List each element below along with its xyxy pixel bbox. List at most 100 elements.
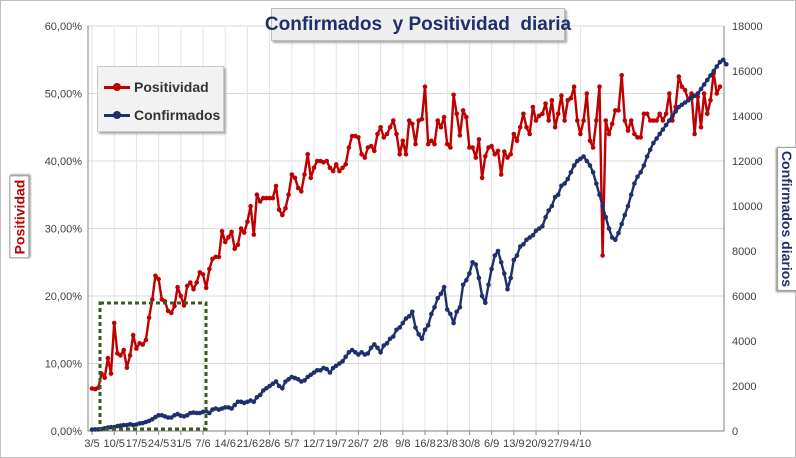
data-point-positividad xyxy=(264,195,269,201)
data-point-positividad xyxy=(410,121,415,127)
data-point-confirmados xyxy=(489,266,494,272)
x-tick-label: 31/5 xyxy=(170,438,191,450)
data-point-confirmados xyxy=(616,230,621,236)
data-point-confirmados xyxy=(514,253,520,258)
data-point-positividad xyxy=(111,320,117,326)
data-point-positividad xyxy=(394,131,399,137)
data-point-confirmados xyxy=(530,233,536,238)
data-point-confirmados xyxy=(663,122,669,128)
x-tick-label: 21/6 xyxy=(237,438,258,450)
y-axis-right-title: Confirmados diarios xyxy=(777,146,796,292)
data-point-positividad xyxy=(644,111,650,117)
x-tick-label: 27/9 xyxy=(548,438,569,450)
data-point-confirmados xyxy=(451,320,456,326)
data-point-positividad xyxy=(150,297,155,302)
data-point-confirmados xyxy=(584,158,590,164)
data-point-positividad xyxy=(422,84,428,89)
data-point-positividad xyxy=(546,118,551,123)
data-point-positividad xyxy=(413,141,418,147)
data-point-positividad xyxy=(184,283,190,289)
y-left-tick-label: 40,00% xyxy=(45,156,83,168)
data-point-confirmados xyxy=(495,248,501,254)
data-point-confirmados xyxy=(308,372,314,378)
data-point-positividad xyxy=(280,212,285,218)
x-tick-label: 20/9 xyxy=(525,438,546,450)
data-point-positividad xyxy=(213,254,218,260)
y-right-tick-label: 0 xyxy=(732,426,738,438)
data-point-positividad xyxy=(597,84,602,89)
data-point-positividad xyxy=(552,125,558,130)
data-point-confirmados xyxy=(337,361,342,366)
data-point-positividad xyxy=(254,192,260,197)
x-tick-label: 2/8 xyxy=(373,438,388,450)
data-point-confirmados xyxy=(349,347,355,353)
data-point-confirmados xyxy=(254,395,260,400)
y-right-tick-label: 16000 xyxy=(732,66,763,78)
x-tick-label: 9/8 xyxy=(395,438,410,450)
data-point-confirmados xyxy=(517,244,523,249)
data-point-confirmados xyxy=(549,203,555,209)
data-point-positividad xyxy=(606,131,612,137)
data-point-positividad xyxy=(492,152,498,157)
data-point-confirmados xyxy=(524,237,529,243)
data-point-positividad xyxy=(175,284,180,290)
data-point-positividad xyxy=(464,114,469,120)
data-point-positividad xyxy=(508,152,513,157)
data-point-confirmados xyxy=(346,350,352,355)
data-point-confirmados xyxy=(435,296,441,301)
data-point-confirmados xyxy=(257,392,263,398)
data-point-confirmados xyxy=(711,68,716,74)
data-point-positividad xyxy=(625,128,631,133)
x-tick-label: 24/5 xyxy=(148,438,169,450)
data-point-positividad xyxy=(444,141,450,147)
data-point-positividad xyxy=(257,199,263,204)
data-point-confirmados xyxy=(156,413,161,418)
data-point-confirmados xyxy=(340,359,345,364)
data-point-positividad xyxy=(441,114,447,120)
data-point-positividad xyxy=(134,346,139,351)
data-point-positividad xyxy=(660,118,666,123)
data-point-confirmados xyxy=(165,415,171,420)
data-point-positividad xyxy=(387,125,393,130)
data-point-confirmados xyxy=(651,140,656,146)
x-axis-ticks: 3/5 10/5 17/5 24/5 31/5 7/6 14/6 21/6 28/6 5/7 12/… xyxy=(84,26,725,450)
data-point-positividad xyxy=(327,165,333,171)
series-positividad xyxy=(89,70,723,392)
data-point-positividad xyxy=(432,141,437,147)
data-point-confirmados xyxy=(419,336,425,342)
data-point-positividad xyxy=(708,98,713,103)
data-point-positividad xyxy=(502,149,507,154)
data-point-positividad xyxy=(289,172,295,177)
data-point-positividad xyxy=(143,337,149,343)
data-point-confirmados xyxy=(356,352,361,357)
data-point-confirmados xyxy=(594,181,599,186)
y-axis-left-title: Positividad xyxy=(9,175,30,259)
data-point-positividad xyxy=(568,95,574,101)
data-point-confirmados xyxy=(679,102,685,108)
x-tick-label: 5/7 xyxy=(284,438,299,450)
data-point-confirmados xyxy=(527,235,532,240)
data-point-confirmados xyxy=(692,93,697,99)
data-point-confirmados xyxy=(698,86,704,92)
data-point-confirmados xyxy=(413,325,418,330)
data-point-confirmados xyxy=(686,98,691,103)
data-point-confirmados xyxy=(397,325,403,330)
data-point-positividad xyxy=(391,118,396,123)
series-confirmados xyxy=(89,57,729,432)
data-point-confirmados xyxy=(207,410,212,416)
data-point-confirmados xyxy=(511,257,517,263)
y-left-tick-label: 20,00% xyxy=(45,291,83,303)
data-point-confirmados xyxy=(505,287,510,292)
data-point-confirmados xyxy=(625,203,631,209)
data-point-confirmados xyxy=(714,64,720,69)
data-point-positividad xyxy=(127,353,133,358)
data-point-positividad xyxy=(654,118,659,123)
data-point-positividad xyxy=(571,84,577,89)
data-point-positividad xyxy=(581,118,586,123)
data-point-positividad xyxy=(549,98,555,103)
data-point-confirmados xyxy=(581,154,586,159)
data-point-confirmados xyxy=(473,262,479,267)
data-point-confirmados xyxy=(267,383,272,389)
data-point-positividad xyxy=(219,228,225,234)
data-point-positividad xyxy=(226,235,231,240)
